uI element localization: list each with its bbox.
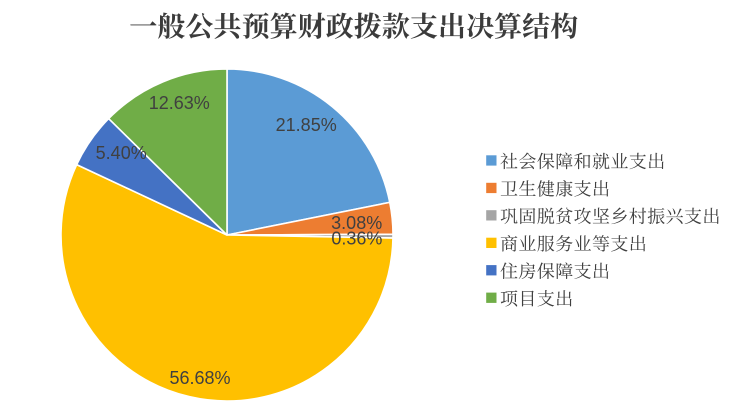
- svg-text:0.36%: 0.36%: [331, 229, 382, 249]
- svg-text:12.63%: 12.63%: [149, 93, 210, 113]
- svg-text:56.68%: 56.68%: [169, 368, 230, 388]
- svg-text:5.40%: 5.40%: [96, 143, 147, 163]
- svg-text:21.85%: 21.85%: [276, 115, 337, 135]
- svg-text:3.08%: 3.08%: [331, 213, 382, 233]
